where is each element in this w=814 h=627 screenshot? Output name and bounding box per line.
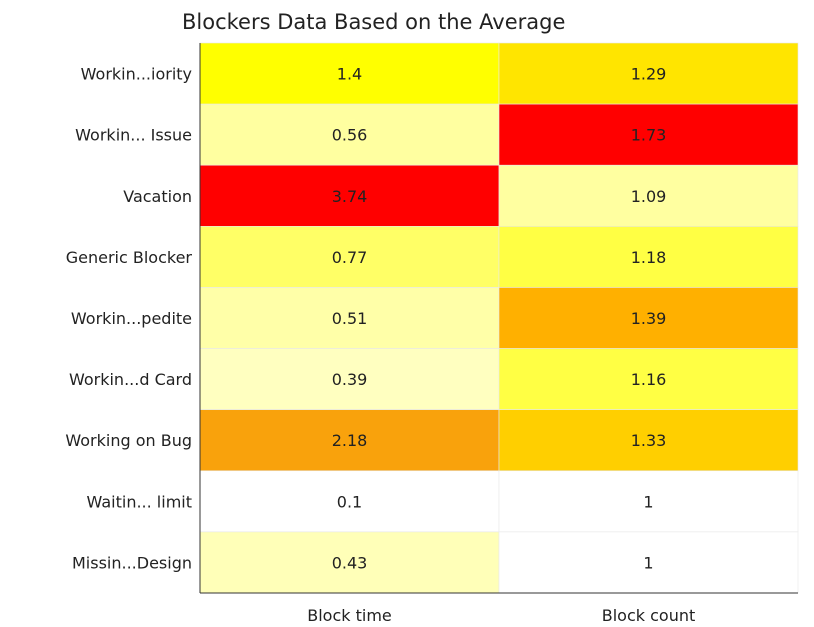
heatmap-cell	[498, 226, 799, 288]
cell-value-label: 1.09	[631, 187, 667, 206]
cell-value-label: 1.18	[631, 248, 667, 267]
heatmap-cell	[498, 409, 799, 472]
cell-value-label: 0.39	[332, 370, 368, 389]
heatmap-cell	[199, 287, 500, 349]
heatmap-cell-labels: 1.4 1.29 0.56 1.73 3.74 1.09 0.77 1.18 0.51 1.39 0…	[332, 65, 667, 573]
column-label: Block time	[307, 606, 392, 625]
heatmap-cell	[199, 470, 500, 533]
plot-axes	[199, 43, 798, 594]
y-axis-tick-labels: Workin...iority Workin... Issue Vacation Ge…	[65, 65, 192, 573]
cell-value-label: 1.73	[631, 126, 667, 145]
cell-value-label: 0.77	[332, 248, 368, 267]
row-label: Generic Blocker	[66, 248, 193, 267]
heatmap-cells	[199, 42, 799, 594]
heatmap-cell	[498, 42, 799, 105]
row-label: Missin...Design	[72, 553, 192, 572]
row-label: Waitin... limit	[87, 492, 192, 511]
heatmap-cell	[199, 531, 500, 594]
cell-value-label: 1.39	[631, 309, 667, 328]
row-label: Workin... Issue	[75, 126, 192, 145]
heatmap-cell	[498, 348, 799, 410]
cell-value-label: 1.16	[631, 370, 667, 389]
column-label: Block count	[602, 606, 696, 625]
heatmap-cell	[199, 42, 500, 105]
heatmap-cell	[498, 531, 799, 594]
cell-value-label: 1.33	[631, 431, 667, 450]
chart-title: Blockers Data Based on the Average	[182, 10, 566, 34]
heatmap-cell	[498, 103, 799, 166]
cell-value-label: 1.29	[631, 65, 667, 84]
heatmap-cell	[498, 164, 799, 227]
cell-value-label: 1	[643, 553, 653, 572]
row-label: Workin...iority	[81, 65, 192, 84]
x-axis-tick-labels: Block time Block count	[307, 606, 695, 625]
row-label: Working on Bug	[65, 431, 192, 450]
row-label: Workin...d Card	[69, 370, 192, 389]
cell-value-label: 1.4	[337, 65, 362, 84]
heatmap-cell	[498, 470, 799, 533]
cell-value-label: 0.51	[332, 309, 368, 328]
heatmap-cell	[199, 226, 500, 288]
heatmap-cell	[199, 103, 500, 166]
cell-value-label: 0.43	[332, 553, 368, 572]
heatmap-cell	[199, 409, 500, 472]
cell-value-label: 0.1	[337, 492, 362, 511]
cell-value-label: 0.56	[332, 126, 368, 145]
cell-value-label: 1	[643, 492, 653, 511]
cell-value-label: 2.18	[332, 431, 368, 450]
row-label: Workin...pedite	[71, 309, 192, 328]
heatmap-cell	[498, 287, 799, 349]
cell-value-label: 3.74	[332, 187, 368, 206]
row-label: Vacation	[123, 187, 192, 206]
